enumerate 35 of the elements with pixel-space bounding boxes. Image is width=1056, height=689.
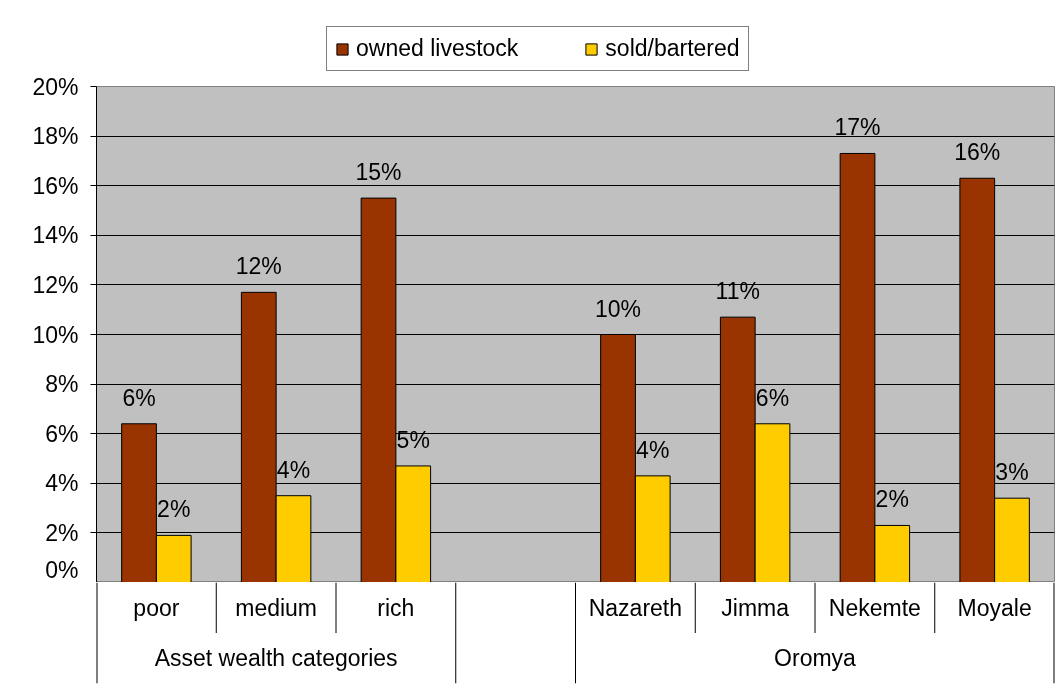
data-label: 5%: [396, 426, 430, 453]
x-tick-label: medium: [235, 594, 318, 621]
data-label: 16%: [954, 139, 1001, 166]
data-label: 12%: [235, 253, 282, 280]
y-tick-label: 10%: [32, 321, 79, 348]
x-tick-label: Nazareth: [588, 594, 683, 621]
y-tick-label: 0%: [45, 556, 79, 583]
y-tick-label: 6%: [45, 420, 79, 447]
y-tick-label: 14%: [32, 222, 79, 249]
x-tick-label: poor: [133, 594, 180, 621]
data-label: 2%: [157, 496, 191, 523]
y-tick-label: 18%: [32, 123, 79, 150]
data-label: 6%: [755, 384, 790, 411]
data-label: 15%: [355, 159, 402, 186]
data-label: 6%: [122, 384, 156, 411]
y-tick-label: 12%: [32, 271, 79, 298]
x-tick-label: Jimma: [721, 594, 790, 621]
y-tick-label: 4%: [45, 470, 79, 497]
legend-label: sold/bartered: [605, 35, 740, 62]
data-label: 2%: [875, 486, 909, 513]
text: Asset wealth categories: [154, 645, 398, 672]
x-tick-label: rich: [377, 594, 415, 621]
data-label: 4%: [276, 456, 311, 483]
data-label: 10%: [594, 295, 642, 322]
data-label: 4%: [636, 436, 670, 463]
data-label: 17%: [834, 114, 881, 141]
legend-label: owned livestock: [356, 35, 519, 62]
y-tick-label: 16%: [32, 172, 79, 199]
text: Oromya: [774, 645, 857, 672]
y-tick-label: 8%: [45, 371, 79, 398]
x-tick-label: Nekemte: [828, 594, 921, 621]
data-label: 3%: [995, 459, 1029, 486]
y-tick-label: 2%: [45, 519, 79, 546]
y-tick-label: 20%: [32, 73, 79, 100]
x-tick-label: Moyale: [957, 594, 1032, 621]
